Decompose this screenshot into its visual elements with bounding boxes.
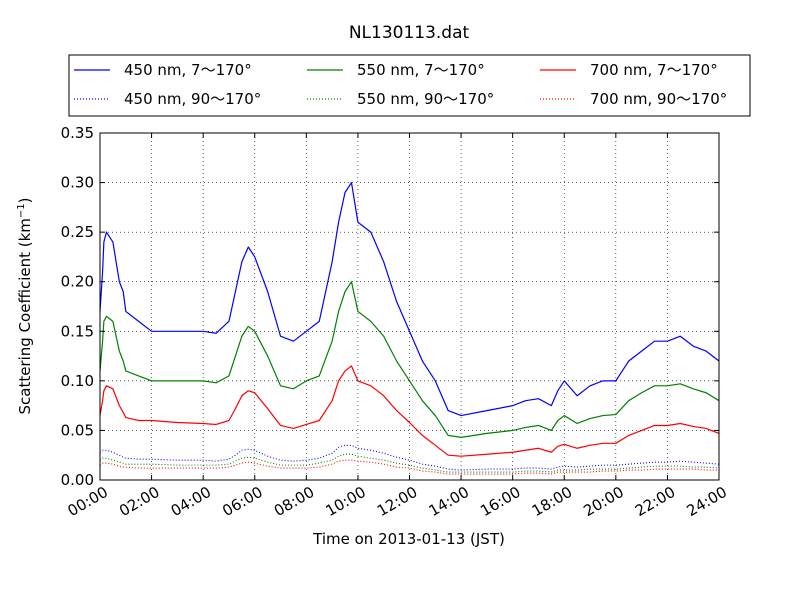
y-axis-label-exponent: −1 <box>16 203 27 218</box>
plot-area <box>99 181 720 475</box>
series-line-3 <box>99 281 720 438</box>
axis-ticks <box>99 132 720 481</box>
series-line-4 <box>99 453 720 473</box>
y-axis-tick-labels: 0.00 0.05 0.10 0.15 0.20 0.25 0.30 0.35 <box>61 124 94 489</box>
legend-label-1: 450 nm, 7～170° <box>124 61 252 79</box>
y-axis-label-main: Scattering Coefficient (km <box>16 218 34 414</box>
legend-label-2: 450 nm, 90～170° <box>124 90 261 108</box>
y-axis-label: Scattering Coefficient (km−1) <box>16 197 34 414</box>
y-tick-label: 0.35 <box>61 124 94 142</box>
y-tick-label: 0.10 <box>61 372 94 390</box>
legend-label-3: 550 nm, 7～170° <box>357 61 485 79</box>
y-tick-label: 0.00 <box>61 471 94 489</box>
series-line-1 <box>99 181 720 417</box>
legend-label-6: 700 nm, 90～170° <box>590 90 727 108</box>
series-line-5 <box>99 365 720 457</box>
series-line-6 <box>99 459 719 475</box>
y-tick-label: 0.20 <box>61 273 94 291</box>
y-axis-label-suffix: ) <box>16 197 34 203</box>
y-tick-label: 0.30 <box>61 174 94 192</box>
y-tick-label: 0.05 <box>61 421 94 439</box>
y-tick-label: 0.25 <box>61 223 94 241</box>
legend-label-4: 550 nm, 90～170° <box>357 90 494 108</box>
chart-title: NL130113.dat <box>349 23 470 43</box>
x-axis-label: Time on 2013-01-13 (JST) <box>312 530 505 548</box>
legend: 450 nm, 7～170° 450 nm, 90～170° 550 nm, 7～1… <box>68 54 751 117</box>
legend-label-5: 700 nm, 7～170° <box>590 61 718 79</box>
y-tick-label: 0.15 <box>61 322 94 340</box>
legend-frame <box>68 54 751 117</box>
